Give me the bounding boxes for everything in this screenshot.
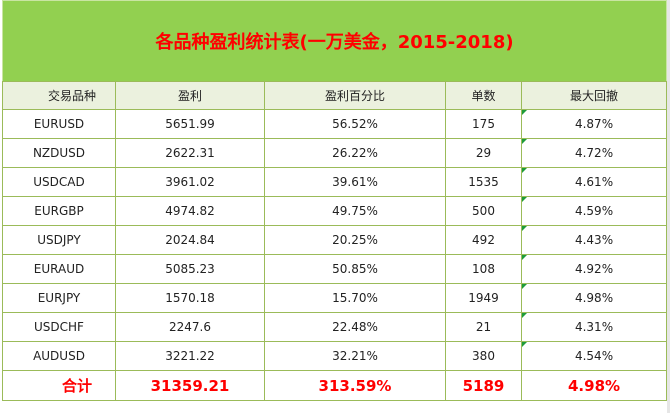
header-cell-symbol[interactable]: 交易品种 bbox=[2, 81, 116, 110]
comment-indicator-icon bbox=[522, 313, 527, 318]
cell-profit-percent[interactable]: 56.52% bbox=[264, 109, 446, 139]
cell-profit[interactable]: 2622.31 bbox=[115, 138, 265, 168]
comment-indicator-icon bbox=[522, 255, 527, 260]
cell-profit-percent[interactable]: 20.25% bbox=[264, 225, 446, 255]
table-row: AUDUSD 3221.22 32.21% 380 4.54% bbox=[2, 341, 668, 371]
cell-trades[interactable]: 108 bbox=[445, 254, 522, 284]
sheet-right-edge bbox=[667, 0, 670, 413]
sheet-title[interactable]: 各品种盈利统计表(一万美金，2015-2018) bbox=[1, 0, 668, 82]
table-row: USDCHF 2247.6 22.48% 21 4.31% bbox=[2, 312, 668, 342]
comment-indicator-icon bbox=[522, 168, 527, 173]
cell-max-drawdown[interactable]: 4.87% bbox=[520, 109, 668, 139]
cell-profit-percent[interactable]: 49.75% bbox=[264, 196, 446, 226]
cell-profit-percent[interactable]: 22.48% bbox=[264, 312, 446, 342]
cell-profit[interactable]: 2247.6 bbox=[115, 312, 265, 342]
total-row: 合计 31359.21 313.59% 5189 4.98% bbox=[2, 370, 668, 401]
cell-value: 4.98% bbox=[574, 291, 614, 305]
cell-max-drawdown[interactable]: 4.43% bbox=[520, 225, 668, 255]
cell-profit[interactable]: 4974.82 bbox=[115, 196, 265, 226]
cell-symbol[interactable]: USDCAD bbox=[2, 167, 116, 197]
cell-symbol[interactable]: EURAUD bbox=[2, 254, 116, 284]
cell-symbol[interactable]: EURUSD bbox=[2, 109, 116, 139]
cell-value: 4.61% bbox=[574, 175, 614, 189]
title-row: 各品种盈利统计表(一万美金，2015-2018) bbox=[1, 0, 668, 82]
cell-symbol[interactable]: EURGBP bbox=[2, 196, 116, 226]
cell-profit-percent[interactable]: 15.70% bbox=[264, 283, 446, 313]
total-label[interactable]: 合计 bbox=[2, 370, 116, 401]
cell-profit[interactable]: 1570.18 bbox=[115, 283, 265, 313]
table-row: EURUSD 5651.99 56.52% 175 4.87% bbox=[2, 109, 668, 139]
profit-statistics-table: 各品种盈利统计表(一万美金，2015-2018) 交易品种 盈利 盈利百分比 单… bbox=[1, 0, 668, 401]
table-row: USDJPY 2024.84 20.25% 492 4.43% bbox=[2, 225, 668, 255]
cell-trades[interactable]: 21 bbox=[445, 312, 522, 342]
cell-symbol[interactable]: EURJPY bbox=[2, 283, 116, 313]
total-profit-percent[interactable]: 313.59% bbox=[264, 370, 446, 401]
cell-profit[interactable]: 2024.84 bbox=[115, 225, 265, 255]
cell-profit-percent[interactable]: 39.61% bbox=[264, 167, 446, 197]
cell-trades[interactable]: 380 bbox=[445, 341, 522, 371]
header-cell-profit[interactable]: 盈利 bbox=[115, 81, 265, 110]
header-cell-profit-percent[interactable]: 盈利百分比 bbox=[264, 81, 446, 110]
cell-trades[interactable]: 1949 bbox=[445, 283, 522, 313]
header-cell-trades[interactable]: 单数 bbox=[445, 81, 522, 110]
total-trades[interactable]: 5189 bbox=[445, 370, 522, 401]
cell-max-drawdown[interactable]: 4.92% bbox=[520, 254, 668, 284]
table-row: USDCAD 3961.02 39.61% 1535 4.61% bbox=[2, 167, 668, 197]
cell-profit[interactable]: 5651.99 bbox=[115, 109, 265, 139]
table-row: EURGBP 4974.82 49.75% 500 4.59% bbox=[2, 196, 668, 226]
cell-profit-percent[interactable]: 50.85% bbox=[264, 254, 446, 284]
comment-indicator-icon bbox=[522, 197, 527, 202]
cell-max-drawdown[interactable]: 4.98% bbox=[520, 283, 668, 313]
comment-indicator-icon bbox=[522, 342, 527, 347]
cell-trades[interactable]: 1535 bbox=[445, 167, 522, 197]
cell-trades[interactable]: 492 bbox=[445, 225, 522, 255]
cell-trades[interactable]: 175 bbox=[445, 109, 522, 139]
cell-symbol[interactable]: USDJPY bbox=[2, 225, 116, 255]
cell-max-drawdown[interactable]: 4.31% bbox=[520, 312, 668, 342]
header-cell-max-drawdown[interactable]: 最大回撤 bbox=[520, 81, 668, 110]
cell-value: 4.43% bbox=[574, 233, 614, 247]
cell-trades[interactable]: 500 bbox=[445, 196, 522, 226]
cell-symbol[interactable]: NZDUSD bbox=[2, 138, 116, 168]
total-max-drawdown[interactable]: 4.98% bbox=[520, 370, 668, 401]
cell-max-drawdown[interactable]: 4.59% bbox=[520, 196, 668, 226]
table-row: EURJPY 1570.18 15.70% 1949 4.98% bbox=[2, 283, 668, 313]
table-row: NZDUSD 2622.31 26.22% 29 4.72% bbox=[2, 138, 668, 168]
comment-indicator-icon bbox=[522, 226, 527, 231]
table-row: EURAUD 5085.23 50.85% 108 4.92% bbox=[2, 254, 668, 284]
cell-max-drawdown[interactable]: 4.54% bbox=[520, 341, 668, 371]
comment-indicator-icon bbox=[522, 139, 527, 144]
header-row: 交易品种 盈利 盈利百分比 单数 最大回撤 bbox=[2, 81, 668, 110]
cell-max-drawdown[interactable]: 4.72% bbox=[520, 138, 668, 168]
total-profit[interactable]: 31359.21 bbox=[115, 370, 265, 401]
cell-profit-percent[interactable]: 26.22% bbox=[264, 138, 446, 168]
cell-trades[interactable]: 29 bbox=[445, 138, 522, 168]
cell-value: 4.31% bbox=[574, 320, 614, 334]
cell-profit-percent[interactable]: 32.21% bbox=[264, 341, 446, 371]
cell-profit[interactable]: 3961.02 bbox=[115, 167, 265, 197]
comment-indicator-icon bbox=[522, 284, 527, 289]
cell-symbol[interactable]: USDCHF bbox=[2, 312, 116, 342]
cell-value: 4.72% bbox=[574, 146, 614, 160]
cell-value: 4.59% bbox=[574, 204, 614, 218]
cell-profit[interactable]: 5085.23 bbox=[115, 254, 265, 284]
cell-value: 4.92% bbox=[574, 262, 614, 276]
cell-profit[interactable]: 3221.22 bbox=[115, 341, 265, 371]
cell-value: 4.54% bbox=[574, 349, 614, 363]
cell-symbol[interactable]: AUDUSD bbox=[2, 341, 116, 371]
cell-max-drawdown[interactable]: 4.61% bbox=[520, 167, 668, 197]
cell-value: 4.87% bbox=[574, 117, 614, 131]
comment-indicator-icon bbox=[522, 110, 527, 115]
